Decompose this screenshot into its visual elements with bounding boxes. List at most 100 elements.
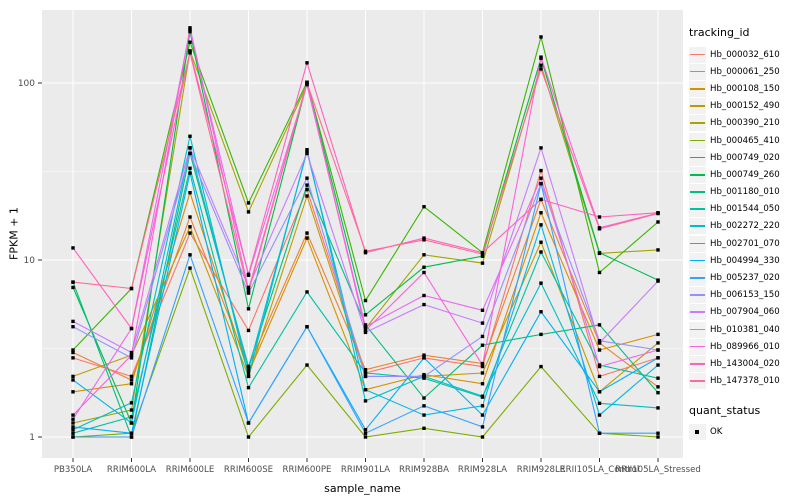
- legend-item-Hb_000152_490: Hb_000152_490: [689, 98, 799, 115]
- data-point: [246, 368, 251, 372]
- data-point: [246, 364, 251, 369]
- data-point: [246, 307, 251, 311]
- legend-line-swatch: [690, 311, 705, 313]
- data-point: [305, 324, 309, 329]
- data-point: [656, 363, 660, 367]
- data-point: [597, 401, 602, 406]
- data-point: [480, 394, 485, 398]
- data-point: [539, 211, 543, 215]
- data-point: [71, 425, 75, 429]
- legend-line-swatch: [690, 173, 705, 176]
- legend-line-swatch: [690, 362, 705, 365]
- data-point: [480, 363, 485, 367]
- data-point: [188, 134, 192, 138]
- data-point: [188, 266, 192, 270]
- data-point: [363, 249, 368, 253]
- legend-line-swatch: [690, 139, 705, 142]
- data-point: [480, 334, 485, 339]
- legend-key: [689, 355, 706, 372]
- data-point: [129, 286, 134, 291]
- data-point: [305, 231, 309, 235]
- legend-key: [689, 80, 706, 97]
- ok-point-icon: [695, 430, 699, 435]
- data-point: [363, 374, 368, 379]
- legend-key: [689, 46, 706, 63]
- data-point: [539, 332, 543, 337]
- data-point: [246, 328, 251, 333]
- legend-item-label: Hb_006153_150: [710, 290, 780, 301]
- data-point: [656, 248, 660, 252]
- legend-item-Hb_000390_210: Hb_000390_210: [689, 115, 799, 132]
- data-point: [480, 261, 485, 265]
- data-point: [656, 376, 660, 380]
- data-point: [71, 280, 75, 284]
- data-point: [422, 372, 426, 377]
- data-point: [480, 404, 485, 408]
- data-point: [71, 427, 75, 432]
- legend-item-label: Hb_010381_040: [710, 324, 780, 335]
- data-point: [305, 194, 309, 198]
- data-point: [188, 26, 192, 30]
- legend-item-Hb_000749_020: Hb_000749_020: [689, 149, 799, 166]
- data-point: [480, 435, 485, 439]
- data-point: [480, 413, 485, 417]
- data-point: [246, 385, 251, 390]
- data-point: [71, 390, 75, 394]
- data-point: [71, 356, 75, 360]
- data-point: [539, 67, 543, 71]
- data-point: [422, 374, 426, 379]
- legend-key: [689, 166, 706, 183]
- data-point: [597, 431, 602, 435]
- data-point: [71, 348, 75, 352]
- data-point: [422, 426, 426, 430]
- legend-line-swatch: [690, 53, 705, 56]
- data-point: [71, 374, 75, 379]
- data-point: [539, 223, 543, 227]
- data-point: [539, 310, 543, 314]
- x-tick-label: RRIM600PE: [283, 465, 332, 475]
- data-point: [129, 408, 134, 412]
- data-point: [71, 421, 75, 425]
- data-point: [656, 341, 660, 345]
- x-tick-label: RRII105LA_Control: [560, 465, 640, 475]
- data-point: [539, 146, 543, 150]
- legend-item-Hb_001544_050: Hb_001544_050: [689, 201, 799, 218]
- data-point: [246, 421, 251, 425]
- legend-item-label: Hb_000061_250: [710, 66, 780, 77]
- legend-item-Hb_000032_610: Hb_000032_610: [689, 46, 799, 63]
- data-point: [363, 328, 368, 333]
- data-point: [422, 353, 426, 357]
- legend-item-Hb_005237_020: Hb_005237_020: [689, 269, 799, 287]
- legend-key: [689, 424, 706, 441]
- data-point: [422, 404, 426, 408]
- data-point: [597, 374, 602, 379]
- legend-line-swatch: [690, 259, 705, 262]
- quant-status-label: OK: [710, 427, 723, 438]
- data-point: [246, 374, 251, 379]
- y-tick-label: 100: [18, 79, 35, 89]
- data-point: [656, 211, 660, 216]
- data-point: [188, 146, 192, 150]
- data-point: [363, 330, 368, 335]
- legend-item-Hb_002701_070: Hb_002701_070: [689, 235, 799, 252]
- legend-key: [689, 252, 706, 269]
- legend-key: [689, 287, 706, 304]
- data-point: [363, 324, 368, 329]
- legend-line-swatch: [690, 294, 705, 296]
- data-point: [422, 253, 426, 257]
- data-point: [188, 29, 192, 34]
- legend-key: [689, 235, 706, 252]
- data-point: [305, 149, 309, 154]
- data-point: [188, 253, 192, 257]
- legend-key: [689, 115, 706, 132]
- data-point: [188, 28, 192, 32]
- data-point: [188, 191, 192, 195]
- legend-key: [689, 270, 706, 287]
- legend-key: [689, 184, 706, 201]
- data-point: [422, 413, 426, 417]
- data-point: [363, 431, 368, 435]
- data-point: [597, 341, 602, 345]
- data-point: [597, 390, 602, 394]
- data-point: [363, 368, 368, 372]
